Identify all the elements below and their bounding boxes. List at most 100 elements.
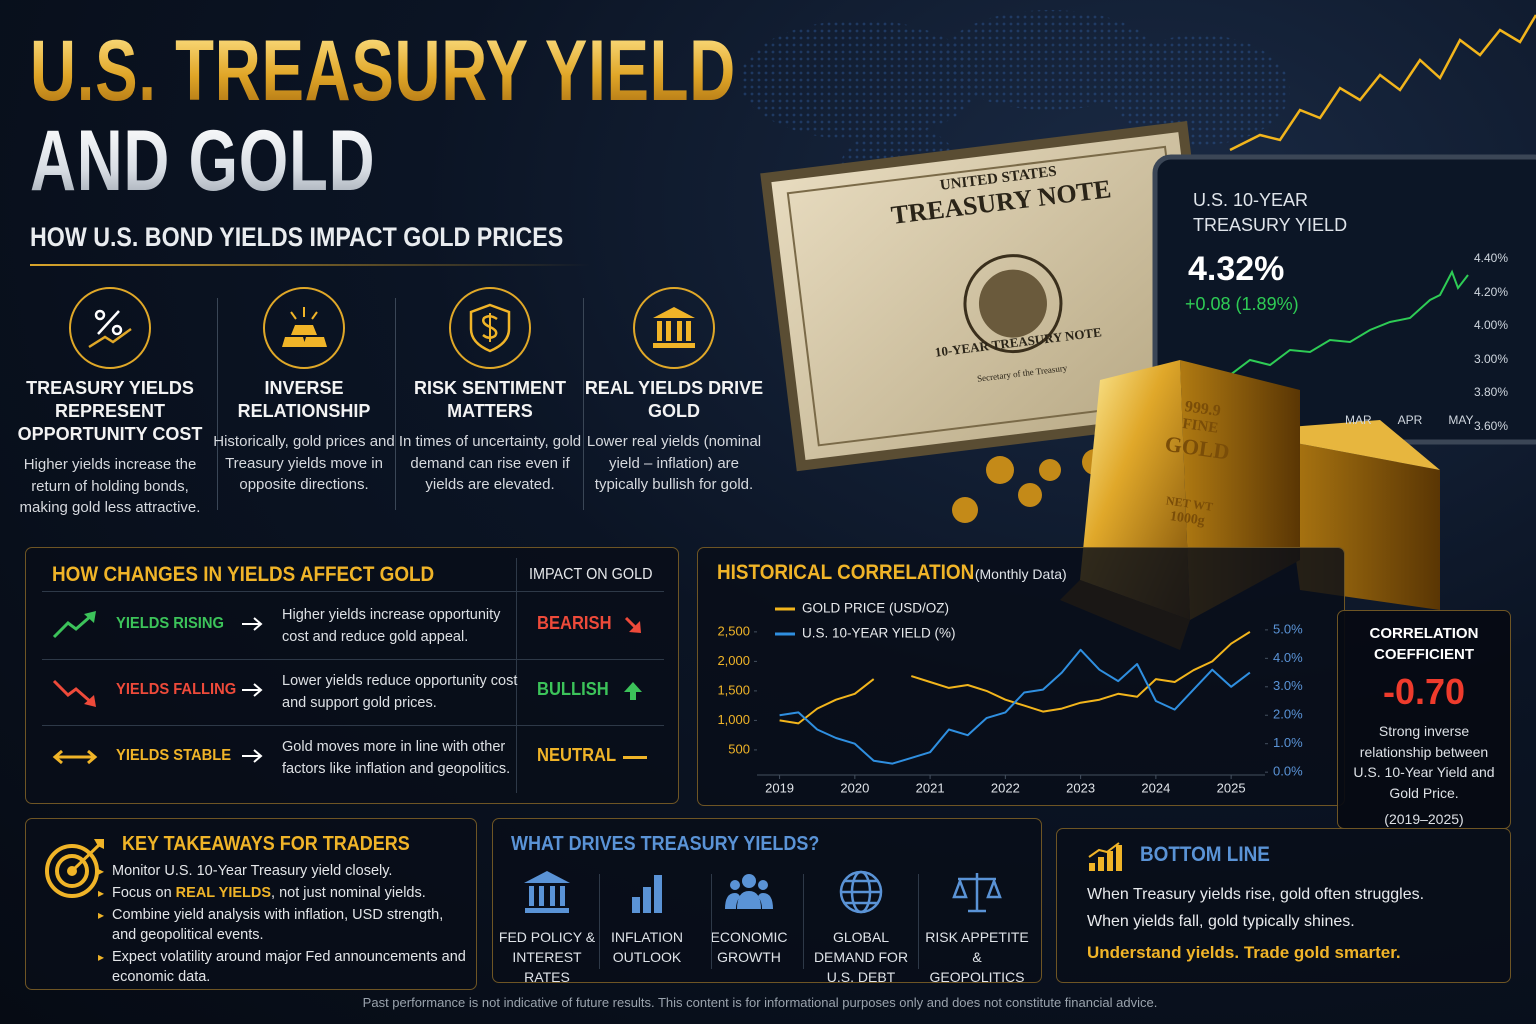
driver-label: GLOBAL DEMAND FOR U.S. DEBT: [813, 929, 909, 985]
tablet-axis-label: 4.20%: [1474, 284, 1509, 299]
impact: BULLISH: [537, 679, 609, 699]
driver-label: INFLATION OUTLOOK: [610, 929, 684, 965]
takeaway: Expect volatility around major Fed annou…: [98, 947, 467, 987]
condition: YIELDS FALLING: [116, 681, 237, 698]
takeaways: KEY TAKEAWAYS FOR TRADERS Monitor U.S. 1…: [25, 818, 477, 990]
decorative-trend: [1229, 14, 1536, 152]
table-row: YIELDS FALLING Lower yields reduce oppor…: [26, 659, 680, 725]
impact-table: HOW CHANGES IN YIELDS AFFECT GOLD IMPACT…: [25, 547, 679, 804]
driver-label: RISK APPETITE & GEOPOLITICS: [925, 929, 1029, 985]
concept-text: In times of uncertainty, gold demand can…: [398, 433, 582, 493]
chart-header: HISTORICAL CORRELATION(Monthly Data): [717, 561, 1067, 585]
arrow: [242, 749, 263, 763]
correlation-period: (2019–2025): [1384, 811, 1464, 827]
concept: RISK SENTIMENT MATTERS In times of uncer…: [397, 285, 583, 496]
concept: INVERSE RELATIONSHIP Historically, gold …: [211, 285, 397, 496]
icon: [624, 682, 642, 700]
bottom-line-title: BOTTOM LINE: [1140, 843, 1270, 866]
highlight: REAL YIELDS: [175, 885, 272, 901]
icon: [1088, 842, 1122, 871]
column-header: IMPACT ON GOLD: [529, 566, 653, 583]
divider: [217, 298, 218, 510]
tablet-month: MAR: [1345, 413, 1372, 427]
table-row: YIELDS STABLE Gold moves more in line wi…: [26, 725, 680, 791]
icon: [52, 679, 96, 707]
tablet-axis-label: 3.80%: [1474, 385, 1509, 400]
gold-nuggets: [952, 449, 1108, 523]
tablet-value: 4.32%: [1188, 250, 1285, 288]
title-line-1: U.S. TREASURY YIELD: [30, 23, 736, 119]
impact: NEUTRAL: [537, 745, 617, 765]
icon: [52, 749, 98, 765]
takeaways-list: Monitor U.S. 10-Year Treasury yield clos…: [98, 861, 467, 989]
effect: Lower yields reduce opportunity cost and…: [282, 673, 518, 711]
tablet-axis-label: 3.60%: [1474, 418, 1509, 433]
driver-label: FED POLICY & INTEREST RATES: [498, 929, 596, 985]
icon: [633, 287, 715, 369]
divider: [599, 874, 600, 969]
takeaway: Monitor U.S. 10-Year Treasury yield clos…: [98, 861, 467, 881]
concept: TREASURY YIELDS REPRESENT OPPORTUNITY CO…: [17, 285, 203, 519]
table-row: YIELDS RISING Higher yields increase opp…: [26, 593, 680, 659]
tablet-axis-label: 4.40%: [1474, 251, 1509, 265]
concept-title: RISK SENTIMENT MATTERS: [413, 378, 566, 421]
tablet-axis-label: 3.00%: [1474, 351, 1509, 366]
drivers-title: WHAT DRIVES TREASURY YIELDS?: [511, 833, 820, 855]
takeaways-title: KEY TAKEAWAYS FOR TRADERS: [122, 833, 410, 855]
separator: [30, 264, 590, 266]
chart-subtitle: (Monthly Data): [974, 566, 1067, 582]
tablet-title: U.S. 10-YEAR TREASURY YIELD: [1193, 190, 1348, 235]
table-title: HOW CHANGES IN YIELDS AFFECT GOLD: [52, 563, 435, 586]
arrow: [242, 683, 263, 697]
tablet-months: MAR APR MAY: [1345, 413, 1473, 427]
icon: [623, 756, 647, 759]
takeaway: Combine yield analysis with inflation, U…: [98, 905, 467, 945]
text: , not just nominal yields.: [271, 885, 426, 901]
subtitle: HOW U.S. BOND YIELDS IMPACT GOLD PRICES: [30, 222, 564, 252]
column-divider: [516, 558, 517, 793]
note-text: UNITED STATES TREASURY NOTE 10-YEAR TREA…: [848, 152, 1171, 396]
driver: GLOBAL DEMAND FOR U.S. DEBT: [807, 869, 915, 987]
driver: FED POLICY & INTEREST RATES: [493, 869, 601, 987]
concept-text: Higher yields increase the return of hol…: [19, 456, 201, 516]
chart-panel: [697, 547, 1345, 806]
tablet-axis: 4.40% 4.20% 4.00% 3.00% 3.80% 3.60%: [1474, 242, 1508, 444]
tablet-month: APR: [1397, 413, 1423, 427]
icon: [725, 874, 773, 909]
icon: [839, 870, 883, 914]
divider: [918, 874, 919, 969]
tablet-month: MAY: [1448, 413, 1474, 427]
correlation-text: Strong inverse relationship between U.S.…: [1353, 723, 1495, 801]
icon: [69, 287, 151, 369]
driver: INFLATION OUTLOOK: [593, 869, 701, 967]
takeaway: Focus on REAL YIELDS, not just nominal y…: [98, 883, 467, 903]
icon: [263, 287, 345, 369]
bar-text: 999.9 FINE GOLD NET WT 1000g: [1142, 394, 1249, 533]
concept-text: Lower real yields (nominal yield – infla…: [586, 433, 762, 493]
icon: [952, 873, 1002, 913]
icon: [632, 875, 662, 913]
row-separator: [42, 659, 664, 660]
icon: [524, 871, 570, 913]
chart-title: HISTORICAL CORRELATION: [717, 561, 975, 584]
driver: ECONOMIC GROWTH: [695, 869, 803, 967]
closing: Understand yields. Trade gold smarter.: [1087, 943, 1401, 962]
effect: Gold moves more in line with other facto…: [282, 739, 511, 777]
title-line-2: AND GOLD: [30, 113, 376, 209]
arrow: [242, 617, 263, 631]
row-separator: [42, 725, 664, 726]
condition: YIELDS STABLE: [116, 747, 232, 764]
line: When Treasury yields rise, gold often st…: [1087, 886, 1425, 903]
disclaimer: Past performance is not indicative of fu…: [362, 995, 1158, 1010]
driver: RISK APPETITE & GEOPOLITICS: [923, 869, 1031, 987]
divider: [395, 298, 396, 510]
condition: YIELDS RISING: [116, 615, 224, 632]
correlation-value: -0.70: [1382, 671, 1466, 712]
icon: [52, 611, 96, 639]
tablet-change: +0.08 (1.89%): [1185, 294, 1299, 314]
concept-title: INVERSE RELATIONSHIP: [237, 378, 371, 421]
line: When yields fall, gold typically shines.: [1087, 913, 1355, 930]
concept-title: TREASURY YIELDS REPRESENT OPPORTUNITY CO…: [17, 378, 203, 444]
